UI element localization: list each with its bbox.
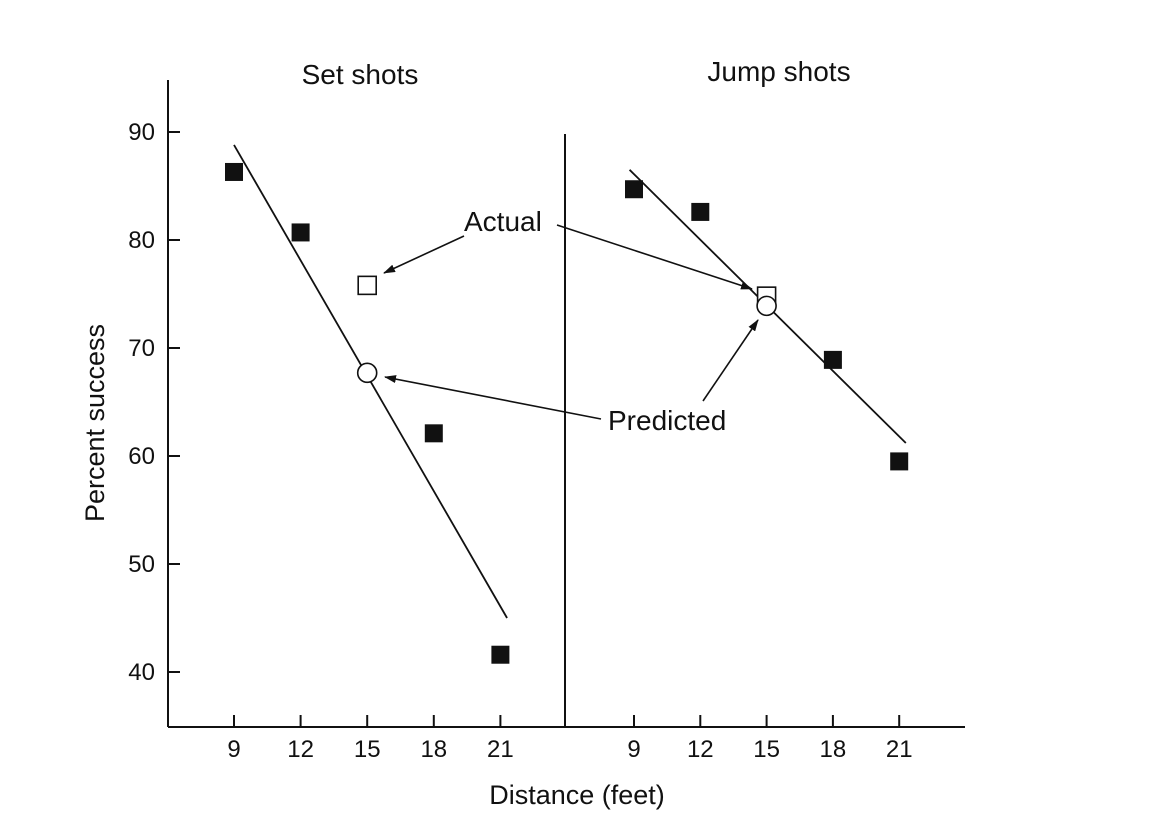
axes-layer: 40 50 60 70 80 90 9 12 15 18 21 9 12 15 18 21: [128, 80, 965, 763]
actual-arrow-jump: [556, 224, 753, 290]
panel-1-x-tick-label-12: 12: [287, 736, 314, 763]
set-shot-actual-point: [357, 275, 378, 296]
jump-shot-predicted-point: [756, 295, 777, 317]
set-shot-point-12: [291, 223, 310, 242]
panel-1-x-tick-label-18: 18: [420, 736, 447, 763]
predicted-arrow-set: [384, 375, 602, 420]
predicted-arrow-jump: [702, 319, 759, 402]
panel-2-x-tick-label-15: 15: [753, 736, 780, 763]
jump-shot-point-12: [691, 202, 710, 221]
label-layer: Set shots Jump shots Distance (feet) Percen…: [80, 56, 851, 810]
jump-shot-point-21: [890, 452, 909, 471]
set-shot-point-18: [424, 424, 443, 443]
panel-2-x-tick-label-9: 9: [627, 736, 640, 763]
actual-arrow-set: [383, 235, 465, 274]
set-shot-point-21: [491, 645, 510, 664]
annotation-predicted: Predicted: [608, 405, 726, 436]
set-shots-title: Set shots: [302, 59, 419, 90]
jump-shot-point-9: [625, 180, 643, 199]
jump-shots-title: Jump shots: [707, 56, 850, 87]
x-axis-label: Distance (feet): [489, 780, 665, 810]
y-tick-label-90: 90: [128, 119, 155, 146]
panel-2-x-tick-label-18: 18: [820, 736, 847, 763]
panel-1-x-tick-label-9: 9: [227, 736, 240, 763]
fit-layer: [233, 144, 907, 619]
y-tick-label-50: 50: [128, 551, 155, 578]
jump-shot-point-18: [823, 350, 842, 369]
panel-1-x-tick-label-21: 21: [487, 736, 514, 763]
annotation-actual: Actual: [464, 206, 542, 237]
set-shot-predicted-point: [356, 362, 378, 384]
y-axis-label: Percent success: [80, 324, 110, 522]
panel-2-x-tick-label-21: 21: [886, 736, 913, 763]
set-shot-point-9: [225, 162, 243, 181]
y-tick-label-60: 60: [128, 443, 155, 470]
y-tick-label-80: 80: [128, 227, 155, 254]
point-layer: [225, 162, 909, 664]
panel-1-x-tick-label-15: 15: [354, 736, 381, 763]
panel-2-x-tick-label-12: 12: [687, 736, 714, 763]
y-tick-label-40: 40: [128, 659, 155, 686]
y-tick-label-70: 70: [128, 335, 155, 362]
